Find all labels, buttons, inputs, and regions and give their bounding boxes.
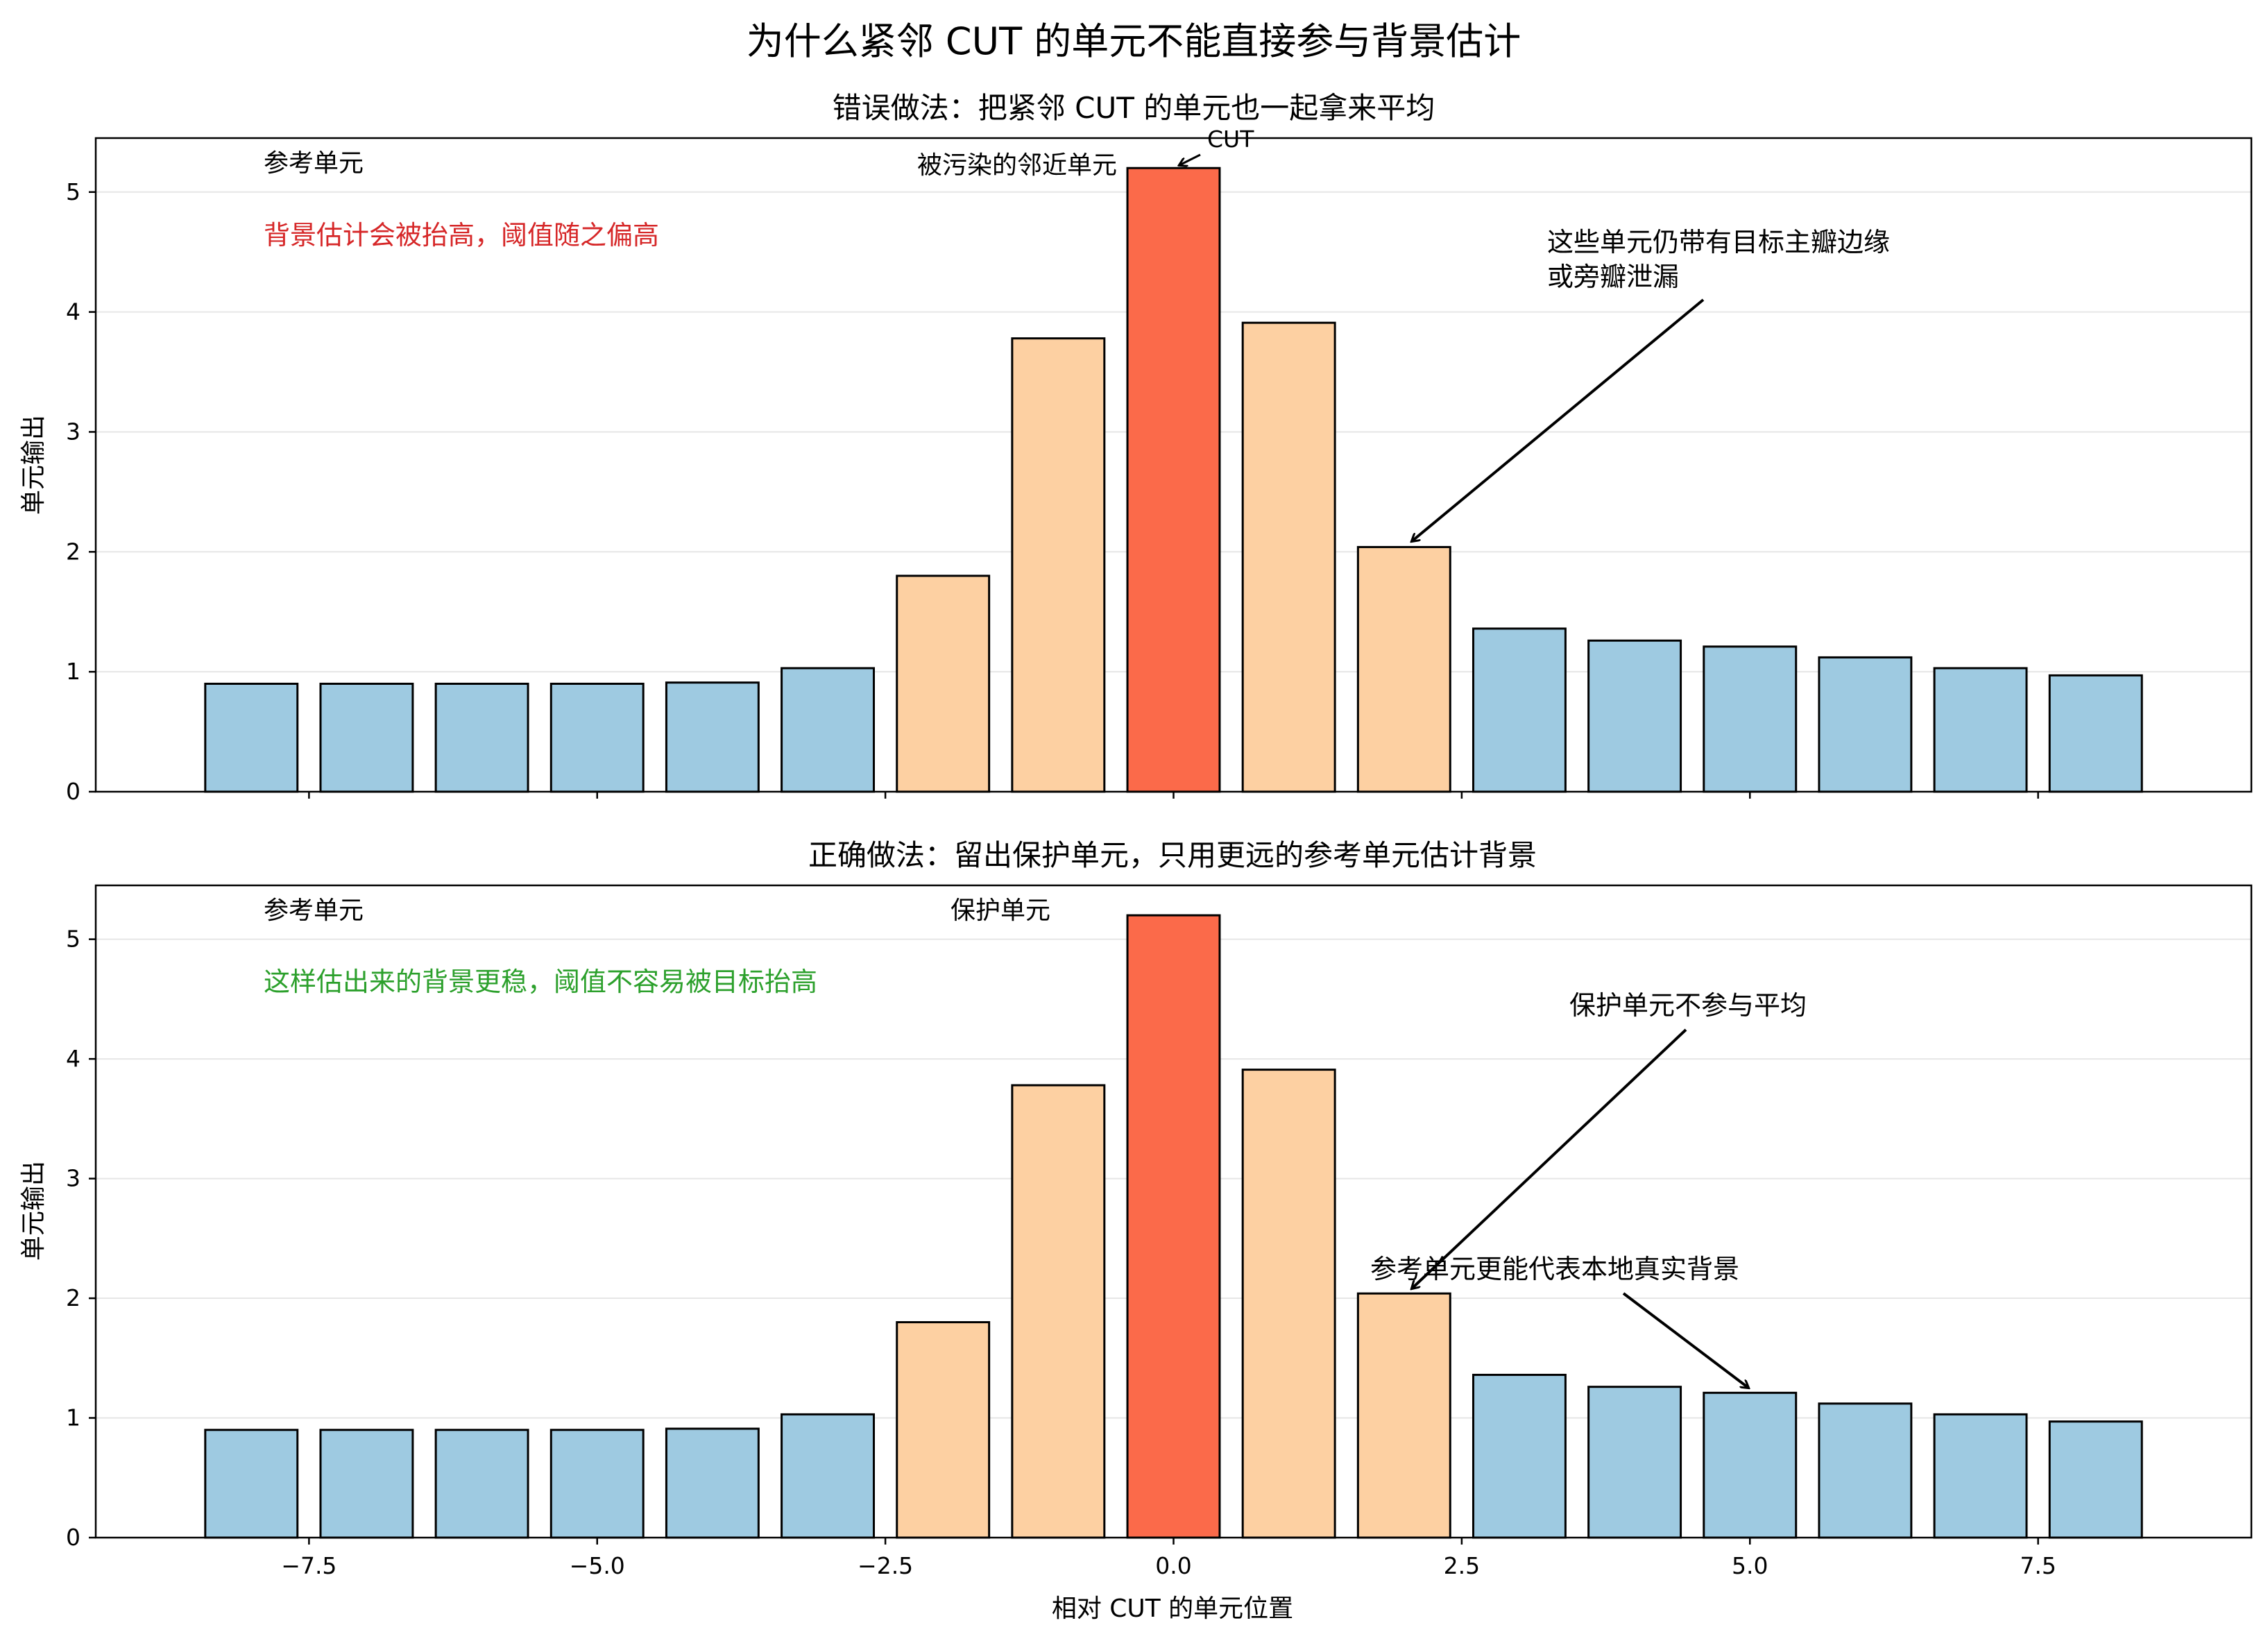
bottom-y-tick-label: 2 bbox=[66, 1284, 80, 1311]
bottom-y-ticks: 0 1 2 3 4 5 bbox=[66, 926, 96, 1551]
bottom-arrow-note-2: 参考单元更能代表本地真实背景 bbox=[1370, 1254, 1739, 1284]
top-bar-guard bbox=[1011, 337, 1106, 793]
top-bar-cut bbox=[1126, 167, 1221, 793]
top-cut-arrow bbox=[1179, 153, 1201, 165]
top-bar-reference bbox=[1587, 639, 1682, 793]
bottom-bar-reference bbox=[319, 1429, 414, 1539]
bottom-x-tick-label: 2.5 bbox=[1444, 1552, 1480, 1579]
bottom-bar-guard bbox=[1241, 1069, 1336, 1539]
bottom-bar-reference bbox=[1703, 1391, 1798, 1539]
top-x-ticks bbox=[308, 792, 2039, 799]
top-bars bbox=[204, 167, 2143, 793]
bottom-bar-reference bbox=[1818, 1402, 1913, 1539]
top-arrow-note-line1: 这些单元仍带有目标主瓣边缘 bbox=[1547, 227, 1890, 257]
top-y-tick-label: 5 bbox=[66, 178, 80, 205]
bottom-y-tick-label: 4 bbox=[66, 1045, 80, 1072]
bottom-x-axis-label: 相对 CUT 的单元位置 bbox=[1052, 1595, 1293, 1623]
bottom-bar-cut bbox=[1126, 914, 1221, 1539]
top-bar-guard bbox=[1241, 321, 1336, 793]
bottom-x-tick-label: 7.5 bbox=[2020, 1552, 2056, 1579]
top-contaminated-label: 被污染的邻近单元 bbox=[917, 151, 1117, 180]
top-bar-reference bbox=[434, 682, 529, 793]
bottom-ok-note: 这样估出来的背景更稳，阈值不容易被目标抬高 bbox=[264, 967, 817, 997]
top-bar-reference bbox=[1933, 667, 2028, 793]
bottom-x-tick-label: 0.0 bbox=[1155, 1552, 1191, 1579]
top-bar-guard bbox=[896, 575, 991, 793]
bottom-y-axis-label: 单元输出 bbox=[19, 1161, 48, 1261]
bottom-bar-guard bbox=[896, 1321, 991, 1539]
figure-title: 为什么紧邻 CUT 的单元不能直接参与背景估计 bbox=[747, 19, 1521, 63]
bottom-bar-reference bbox=[1587, 1386, 1682, 1539]
top-bar-guard bbox=[1356, 545, 1451, 793]
top-bar-reference bbox=[1472, 627, 1567, 793]
bottom-x-ticks: −7.5 −5.0 −2.5 0.0 2.5 5.0 7.5 bbox=[281, 1538, 2056, 1579]
top-bar-reference bbox=[319, 682, 414, 793]
top-bar-reference bbox=[1818, 656, 1913, 793]
bottom-x-tick-label: −5.0 bbox=[570, 1552, 625, 1579]
top-panel-title: 错误做法：把紧邻 CUT 的单元也一起拿来平均 bbox=[833, 91, 1435, 125]
bottom-arrow-note-1: 保护单元不参与平均 bbox=[1569, 990, 1807, 1021]
top-bar-reference bbox=[549, 682, 645, 793]
bottom-bar-reference bbox=[1472, 1373, 1567, 1539]
bottom-reference-label: 参考单元 bbox=[264, 896, 364, 925]
top-bar-reference bbox=[665, 681, 760, 793]
bottom-bar-guard bbox=[1356, 1292, 1451, 1539]
bottom-bar-reference bbox=[1933, 1413, 2028, 1539]
top-y-tick-label: 1 bbox=[66, 658, 80, 685]
top-y-axis-label: 单元输出 bbox=[19, 415, 48, 515]
bottom-bar-reference bbox=[2048, 1420, 2143, 1539]
bottom-y-tick-label: 1 bbox=[66, 1404, 80, 1431]
top-bar-reference bbox=[1703, 645, 1798, 793]
bottom-bar-reference bbox=[781, 1413, 876, 1539]
bottom-y-tick-label: 3 bbox=[66, 1165, 80, 1192]
bottom-guard-label: 保护单元 bbox=[950, 896, 1050, 925]
top-panel: 错误做法：把紧邻 CUT 的单元也一起拿来平均 0 1 2 3 4 5 单元输出 参考单元… bbox=[19, 91, 2253, 805]
top-bar-reference bbox=[2048, 674, 2143, 793]
bottom-panel: 正确做法：留出保护单元，只用更远的参考单元估计背景 0 1 2 3 4 5 −7.5 −5.… bbox=[19, 838, 2253, 1623]
bottom-y-tick-label: 5 bbox=[66, 926, 80, 953]
top-y-tick-label: 2 bbox=[66, 538, 80, 565]
bottom-bar-reference bbox=[204, 1429, 299, 1539]
top-reference-label: 参考单元 bbox=[264, 149, 364, 178]
top-annotation-arrow bbox=[1412, 298, 1705, 541]
bottom-annotation-arrow-2 bbox=[1622, 1292, 1748, 1388]
bottom-bar-reference bbox=[665, 1427, 760, 1539]
bottom-bar-guard bbox=[1011, 1084, 1106, 1539]
bottom-x-tick-label: −7.5 bbox=[281, 1552, 336, 1579]
top-bar-reference bbox=[781, 667, 876, 793]
top-y-tick-label: 4 bbox=[66, 298, 80, 325]
bottom-panel-title: 正确做法：留出保护单元，只用更远的参考单元估计背景 bbox=[808, 838, 1537, 872]
bottom-x-tick-label: 5.0 bbox=[1732, 1552, 1768, 1579]
top-y-tick-label: 0 bbox=[66, 778, 80, 805]
bottom-bar-reference bbox=[549, 1429, 645, 1539]
top-y-ticks: 0 1 2 3 4 5 bbox=[66, 178, 96, 805]
top-y-tick-label: 3 bbox=[66, 418, 80, 445]
bottom-y-tick-label: 0 bbox=[66, 1524, 80, 1551]
bottom-x-tick-label: −2.5 bbox=[858, 1552, 913, 1579]
bottom-annotation-arrow-1 bbox=[1412, 1028, 1687, 1289]
bottom-bar-reference bbox=[434, 1429, 529, 1539]
top-warning-note: 背景估计会被抬高，阈值随之偏高 bbox=[264, 220, 659, 250]
top-arrow-note-line2: 或旁瓣泄漏 bbox=[1547, 262, 1679, 292]
bottom-bars bbox=[204, 914, 2143, 1539]
top-cut-label: CUT bbox=[1207, 126, 1254, 153]
top-bar-reference bbox=[204, 682, 299, 793]
